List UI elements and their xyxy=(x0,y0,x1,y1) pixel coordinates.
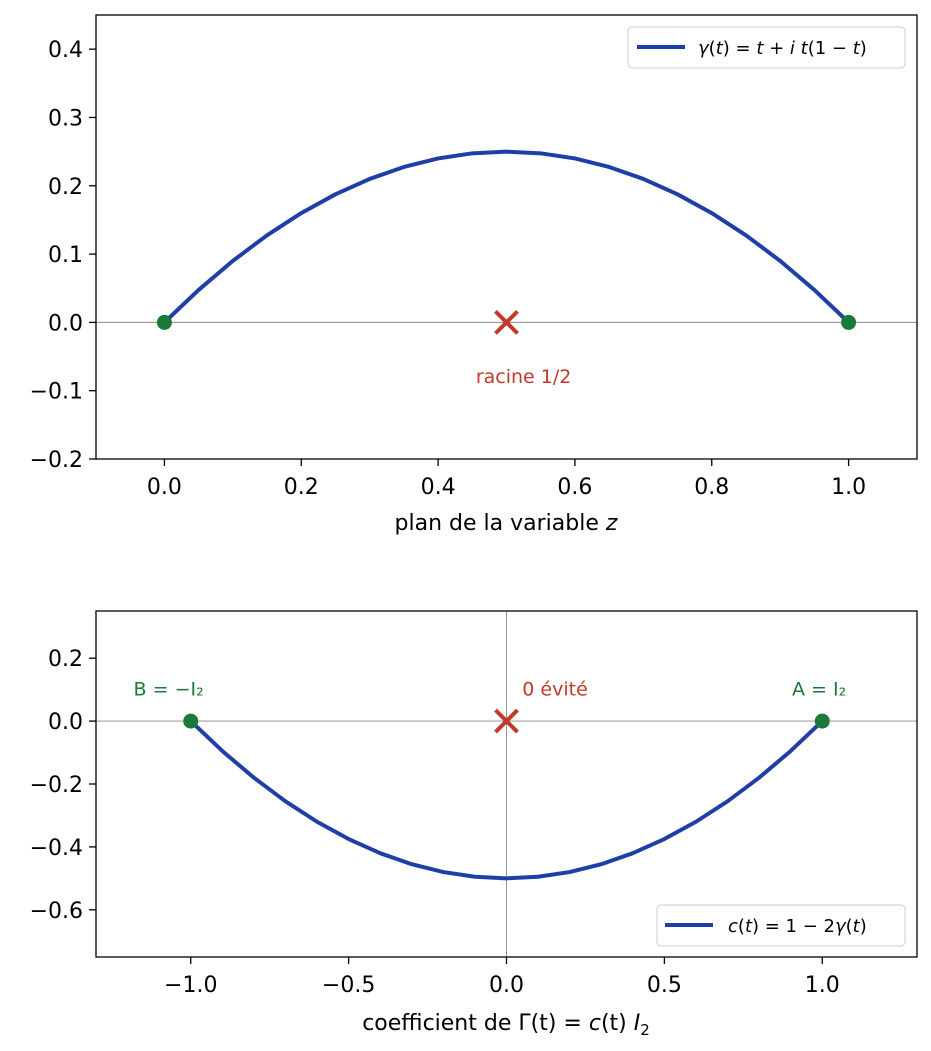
bottom-x-tick-label: 1.0 xyxy=(805,973,840,998)
top-y-tick-label: 0.3 xyxy=(48,106,83,131)
top-x-tick-label: 0.0 xyxy=(147,475,182,500)
bottom-legend-entry: c(t) = 1 − 2γ(t) xyxy=(728,916,867,937)
top-plot-frame xyxy=(95,14,918,460)
bottom-annotation-2: 0 évité xyxy=(522,679,587,701)
bottom-x-tick-label: 0.5 xyxy=(647,973,682,998)
bottom-x-axis-label: coefficient de Γ(t) = c(t) I2 xyxy=(362,1011,650,1039)
bottom-cross-marker xyxy=(494,708,519,734)
top-x-tick-label: 1.0 xyxy=(831,475,866,500)
top-plot-area xyxy=(96,15,917,459)
top-legend: γ(t) = t + i t(1 − t) xyxy=(627,26,906,69)
top-x-tick-label: 0.4 xyxy=(421,475,456,500)
top-y-tick-label: 0.0 xyxy=(48,311,83,336)
bottom-endpoint-0 xyxy=(183,713,199,729)
top-endpoint-0 xyxy=(156,314,172,330)
top-annotation-0: racine 1/2 xyxy=(476,366,572,388)
bottom-annotation-0: B = −I₂ xyxy=(134,679,204,701)
top-legend-entry: γ(t) = t + i t(1 − t) xyxy=(698,38,867,59)
bottom-y-tick-label: −0.4 xyxy=(30,836,83,861)
top-panel: racine 1/2 0.0 0.2 0.4 0.6 0.8 1.0 −0.2 −0.1 0.… xyxy=(30,14,918,536)
top-y-tick-label: 0.1 xyxy=(48,243,83,268)
top-x-tick-label: 0.2 xyxy=(284,475,319,500)
top-cross-marker xyxy=(494,309,519,335)
top-y-tick-label: −0.1 xyxy=(30,380,83,405)
top-y-tick-label: 0.4 xyxy=(48,38,83,63)
top-endpoint-1 xyxy=(841,314,857,330)
top-series-line xyxy=(162,149,851,325)
top-y-tick-label: 0.2 xyxy=(48,175,83,200)
top-x-tick-label: 0.8 xyxy=(694,475,729,500)
bottom-y-tick-label: 0.2 xyxy=(48,647,83,672)
top-legend-box xyxy=(627,26,906,69)
bottom-x-tick-label: −1.0 xyxy=(164,973,217,998)
bottom-x-tick-label: −0.5 xyxy=(322,973,375,998)
bottom-series-line xyxy=(188,719,825,881)
bottom-endpoint-1 xyxy=(814,713,830,729)
bottom-x-tick-label: 0.0 xyxy=(489,973,524,998)
bottom-y-tick-label: 0.0 xyxy=(48,710,83,735)
top-x-axis-label: plan de la variable z xyxy=(395,511,618,536)
bottom-panel: B = −I₂ A = I₂ 0 évité −1.0 −0.5 0.0 0.5 1.0 −… xyxy=(30,610,918,1039)
top-y-tick-label: −0.2 xyxy=(30,448,83,473)
bottom-legend: c(t) = 1 − 2γ(t) xyxy=(656,904,906,947)
bottom-y-tick-label: −0.6 xyxy=(30,899,83,924)
bottom-y-tick-label: −0.2 xyxy=(30,773,83,798)
top-x-tick-label: 0.6 xyxy=(557,475,592,500)
bottom-annotation-1: A = I₂ xyxy=(792,679,846,701)
bottom-legend-box xyxy=(656,904,906,947)
